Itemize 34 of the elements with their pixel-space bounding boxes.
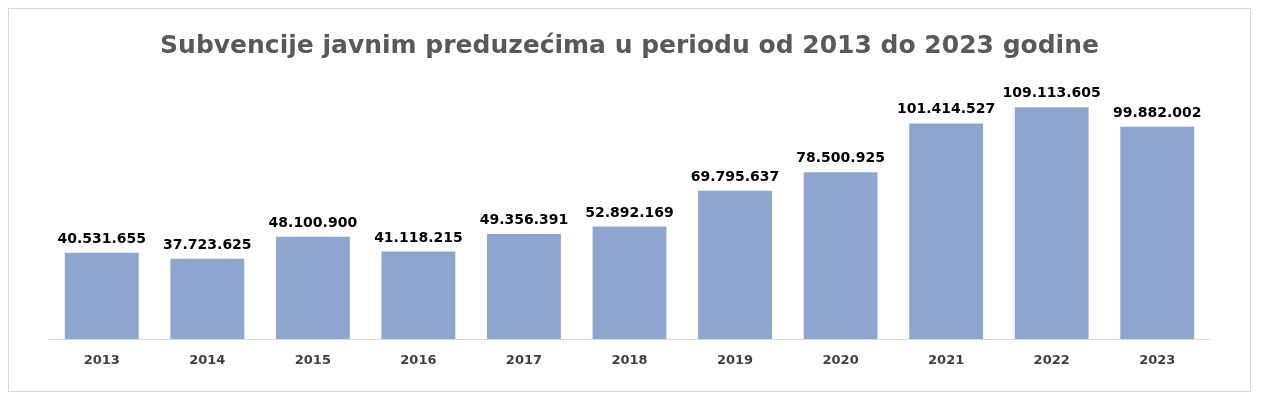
bar <box>803 172 878 339</box>
data-label: 99.882.002 <box>1112 103 1202 120</box>
bar <box>1120 126 1195 339</box>
bar <box>909 123 984 339</box>
bar <box>698 190 772 339</box>
data-label: 109.113.605 <box>1002 84 1101 101</box>
x-tick-label: 2016 <box>400 352 437 367</box>
chart-title: Subvencije javnim preduzećima u periodu od 2013 do 2023 godine <box>160 30 1099 59</box>
bar <box>275 236 350 339</box>
x-tick-label: 2015 <box>294 352 331 367</box>
data-label: 37.723.625 <box>163 235 252 252</box>
data-label: 52.892.169 <box>585 203 674 220</box>
bar <box>381 251 456 339</box>
data-label: 49.356.391 <box>479 211 569 228</box>
bar <box>1014 107 1089 339</box>
data-label: 40.531.655 <box>57 229 147 246</box>
x-tick-label: 2019 <box>716 352 754 367</box>
data-label: 78.500.925 <box>796 149 885 166</box>
data-label: 69.795.637 <box>690 167 780 184</box>
data-label: 48.100.900 <box>268 213 358 230</box>
data-label: 41.118.215 <box>374 228 463 245</box>
x-tick-label: 2023 <box>1139 352 1176 367</box>
x-tick-label: 2018 <box>611 352 648 367</box>
bar <box>487 234 561 339</box>
x-tick-label: 2022 <box>1033 352 1070 367</box>
x-tick-label: 2013 <box>83 352 120 367</box>
data-label: 101.414.527 <box>896 100 996 117</box>
bar <box>592 226 667 339</box>
x-tick-label: 2020 <box>822 352 859 367</box>
x-tick-label: 2017 <box>505 352 543 367</box>
x-tick-label: 2021 <box>928 352 965 367</box>
bar <box>64 252 139 339</box>
x-tick-label: 2014 <box>189 352 226 367</box>
bar <box>170 258 245 339</box>
